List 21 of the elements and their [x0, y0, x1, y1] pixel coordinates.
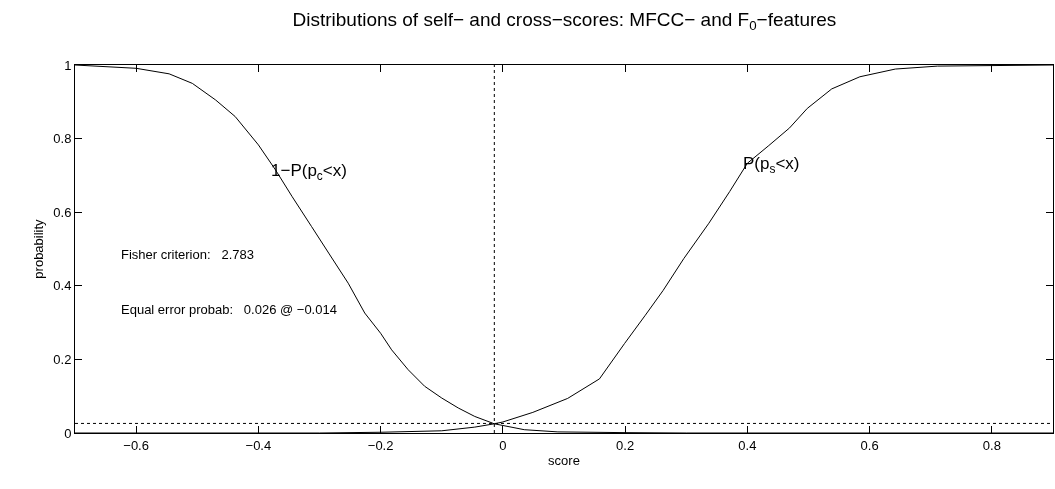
- x-tick-label: 0.4: [738, 437, 757, 453]
- y-tick-label: 0: [64, 425, 72, 441]
- x-tick-label: −0.2: [367, 437, 394, 453]
- y-tick-label: 0.2: [53, 351, 72, 367]
- y-tick-label: 1: [64, 57, 72, 73]
- x-tick-label: 0.8: [982, 437, 1001, 453]
- x-tick-label: 0.6: [860, 437, 879, 453]
- x-tick-label: −0.6: [123, 437, 149, 453]
- annotation: Fisher criterion: 2.783: [121, 247, 254, 262]
- x-tick-label: −0.4: [245, 437, 272, 453]
- series-label: P(p$_{s}$<x): [743, 154, 800, 176]
- x-tick-label: 0: [499, 437, 507, 453]
- chart-title: Distributions of self− and cross−scores: MFCC− and F$_{0}$−features: [292, 8, 837, 33]
- x-tick-label: 0.2: [616, 437, 635, 453]
- x-axis-title: score: [548, 453, 580, 469]
- y-tick-label: 0.6: [53, 204, 72, 220]
- y-tick-label: 0.4: [53, 278, 72, 294]
- y-tick-label: 0.8: [53, 131, 72, 147]
- annotation: Equal error probab: 0.026 @ −0.014: [121, 302, 337, 317]
- y-axis-title: probability: [31, 218, 47, 279]
- series-label: 1−P(p$_{c}$<x): [271, 161, 347, 183]
